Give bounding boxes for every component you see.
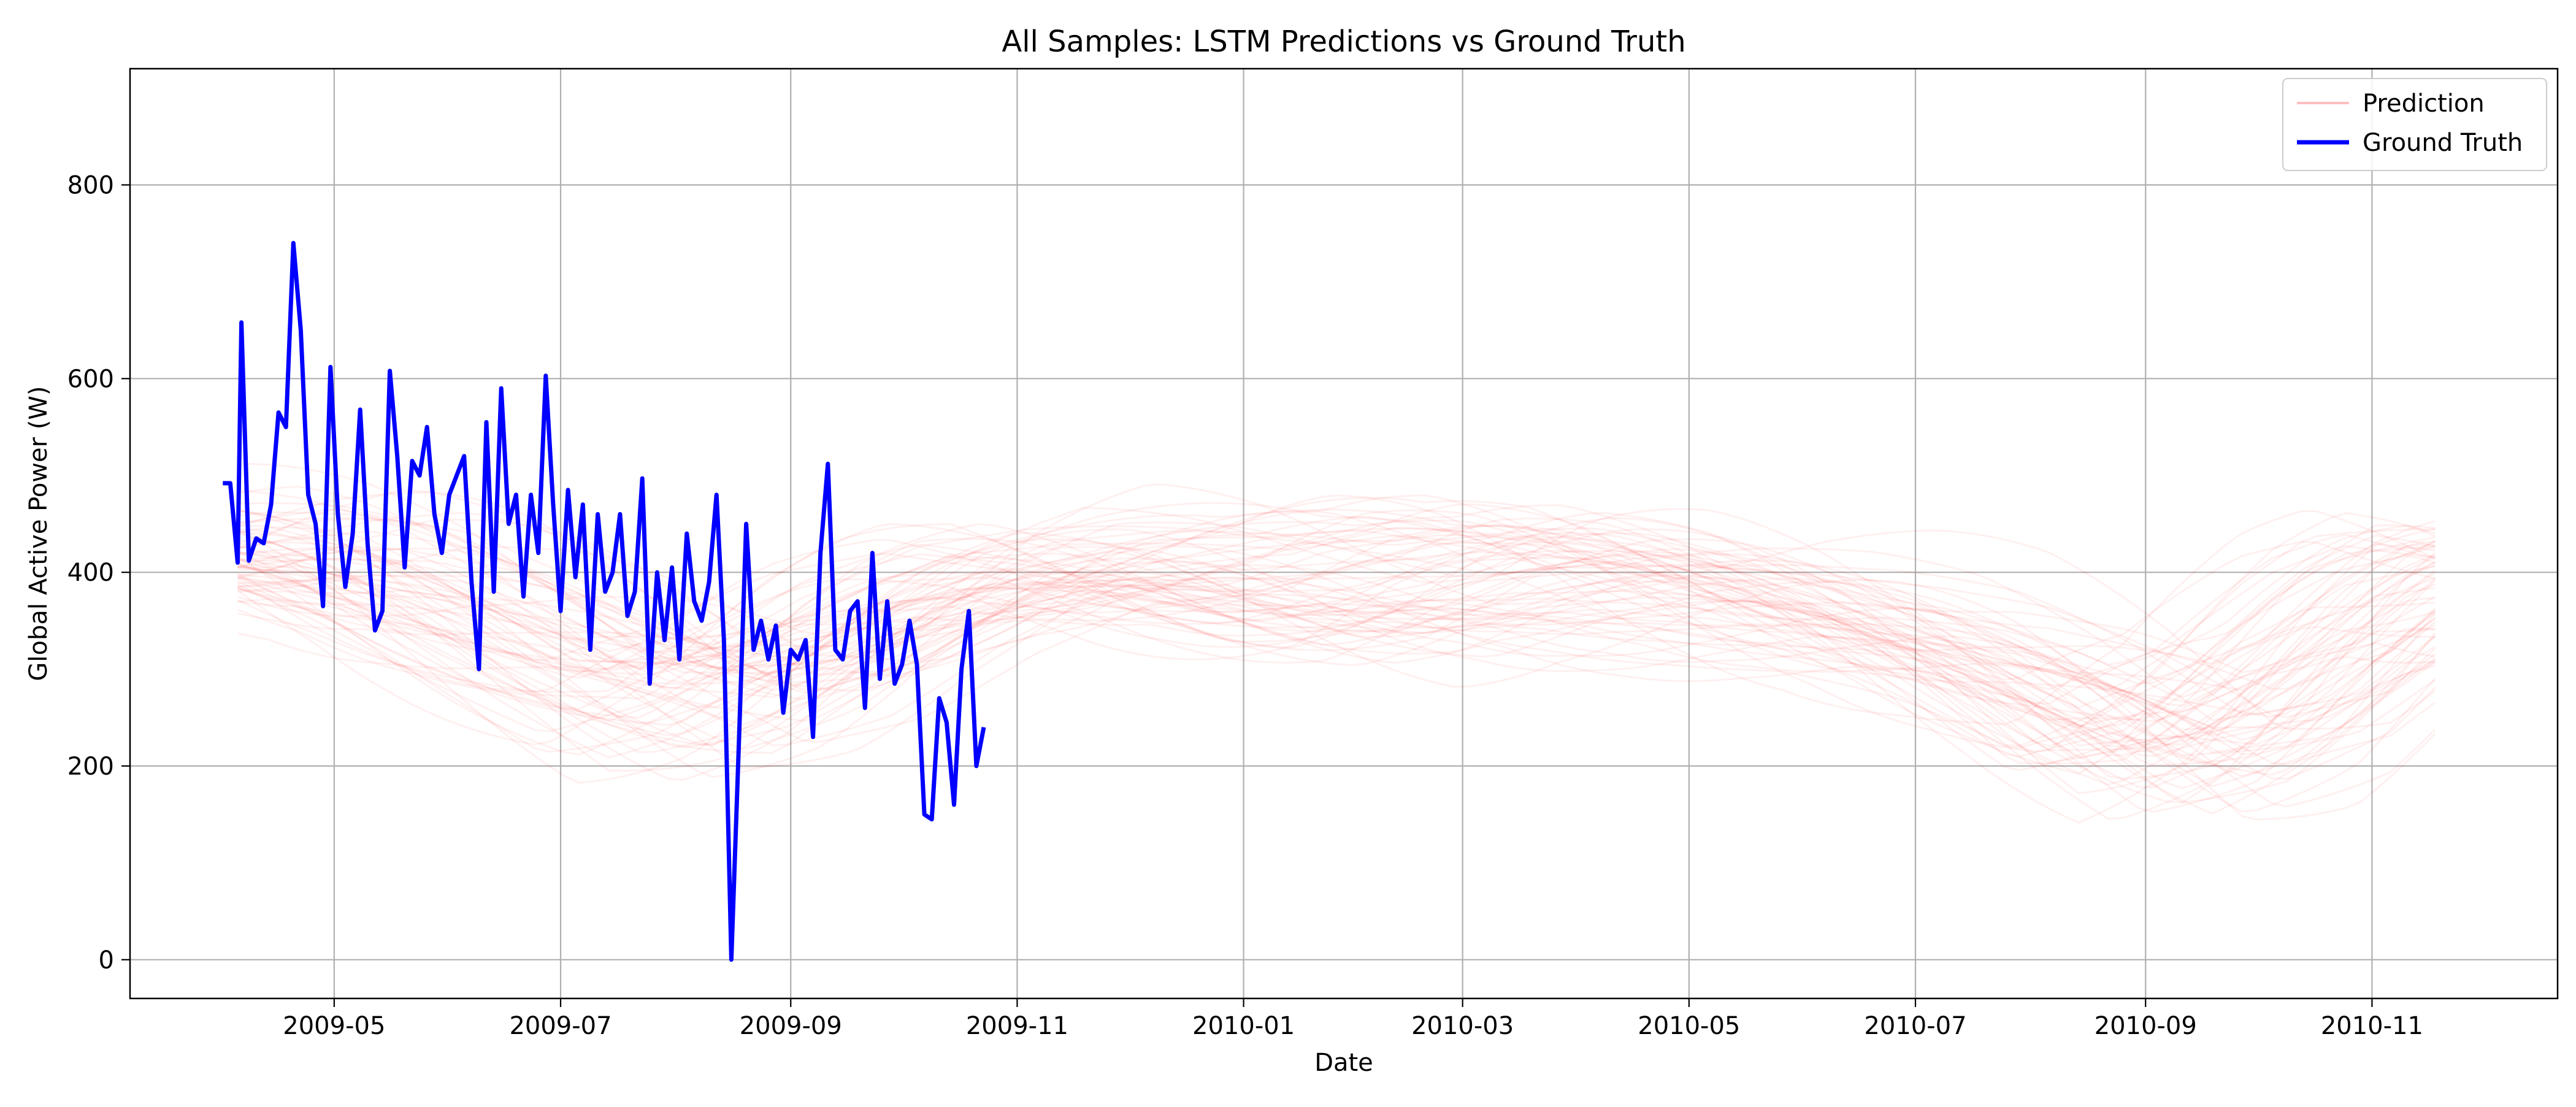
prediction-line <box>237 508 2436 685</box>
prediction-line <box>237 542 2436 754</box>
prediction-line <box>237 553 2436 820</box>
y-tick-label: 400 <box>67 559 114 587</box>
prediction-line <box>237 509 2436 753</box>
y-tick-label: 800 <box>67 172 114 200</box>
prediction-line <box>237 540 2436 786</box>
prediction-line <box>237 567 2436 813</box>
prediction-line <box>237 526 2436 778</box>
prediction-line <box>237 574 2436 766</box>
prediction-line <box>237 550 2436 741</box>
prediction-line <box>237 510 2436 681</box>
y-tick-label: 600 <box>67 365 114 393</box>
prediction-line <box>237 517 2436 746</box>
prediction-line <box>237 542 2436 744</box>
prediction-line <box>237 577 2436 789</box>
chart-title: All Samples: LSTM Predictions vs Ground … <box>1002 25 1685 59</box>
prediction-line <box>237 508 2436 691</box>
prediction-line <box>237 537 2436 756</box>
x-tick-label: 2009-11 <box>966 1012 1068 1040</box>
prediction-line <box>237 545 2436 748</box>
prediction-line <box>237 524 2436 707</box>
prediction-line <box>237 485 2436 685</box>
prediction-line <box>237 540 2436 772</box>
prediction-line <box>237 557 2436 757</box>
prediction-line <box>237 517 2436 803</box>
prediction-line <box>237 538 2436 815</box>
prediction-line <box>237 577 2436 753</box>
prediction-line <box>237 577 2436 758</box>
prediction-line <box>237 524 2436 775</box>
prediction-line <box>237 545 2436 759</box>
prediction-line <box>237 559 2436 813</box>
ground-truth-series <box>223 240 986 962</box>
prediction-line <box>237 494 2436 726</box>
x-tick-label: 2010-09 <box>2095 1012 2197 1040</box>
prediction-line <box>237 504 2436 692</box>
x-tick-label: 2010-11 <box>2321 1012 2423 1040</box>
prediction-line <box>237 527 2436 824</box>
legend-ground-truth-label: Ground Truth <box>2363 129 2523 157</box>
y-axis-ticks: 0 200 400 600 800 <box>67 172 130 975</box>
prediction-line <box>237 535 2436 728</box>
grid <box>130 69 2558 998</box>
prediction-line <box>237 523 2436 795</box>
prediction-line <box>237 551 2436 753</box>
x-axis-ticks: 2009-05 2009-07 2009-09 2009-11 2010-01 2010-… <box>283 998 2423 1040</box>
x-tick-label: 2010-07 <box>1864 1012 1966 1040</box>
prediction-line <box>237 527 2436 757</box>
prediction-line <box>237 530 2436 784</box>
x-tick-label: 2009-07 <box>509 1012 611 1040</box>
prediction-line <box>237 503 2436 721</box>
prediction-line <box>237 536 2436 772</box>
prediction-line <box>237 561 2436 789</box>
x-axis-label: Date <box>1314 1049 1373 1077</box>
prediction-line <box>237 548 2436 777</box>
prediction-line <box>237 511 2436 690</box>
x-tick-label: 2010-01 <box>1192 1012 1295 1040</box>
prediction-line <box>237 550 2436 808</box>
prediction-line <box>237 489 2436 721</box>
ground-truth-line <box>223 240 986 962</box>
prediction-line <box>237 511 2436 699</box>
prediction-line <box>237 564 2436 804</box>
x-tick-label: 2010-05 <box>1638 1012 1740 1040</box>
legend: Prediction Ground Truth <box>2282 78 2547 171</box>
x-tick-label: 2009-09 <box>740 1012 842 1040</box>
prediction-line <box>237 509 2436 781</box>
prediction-line <box>237 508 2436 776</box>
x-tick-label: 2009-05 <box>283 1012 385 1040</box>
prediction-line <box>237 532 2436 821</box>
prediction-line <box>237 557 2436 756</box>
y-tick-label: 200 <box>67 753 114 781</box>
legend-prediction-label: Prediction <box>2363 90 2485 118</box>
prediction-line <box>237 546 2436 769</box>
prediction-line <box>237 569 2436 757</box>
prediction-line <box>237 516 2436 705</box>
prediction-line <box>237 528 2436 767</box>
prediction-line <box>237 523 2436 780</box>
prediction-line <box>237 565 2436 780</box>
prediction-line <box>237 543 2436 764</box>
y-axis-label: Global Active Power (W) <box>25 386 53 681</box>
legend-frame <box>2282 78 2547 171</box>
prediction-line <box>237 502 2436 716</box>
prediction-line <box>237 555 2436 759</box>
prediction-line <box>237 556 2436 753</box>
prediction-line <box>237 494 2436 691</box>
prediction-line <box>237 528 2436 747</box>
prediction-line <box>237 532 2436 767</box>
prediction-line <box>237 527 2436 729</box>
prediction-line <box>237 523 2436 765</box>
prediction-line <box>237 524 2436 709</box>
prediction-line <box>237 573 2436 787</box>
plot-frame <box>129 67 2559 1000</box>
y-tick-label: 0 <box>99 946 114 975</box>
x-tick-label: 2010-03 <box>1411 1012 1514 1040</box>
prediction-line <box>237 462 2436 730</box>
prediction-band <box>237 462 2436 824</box>
